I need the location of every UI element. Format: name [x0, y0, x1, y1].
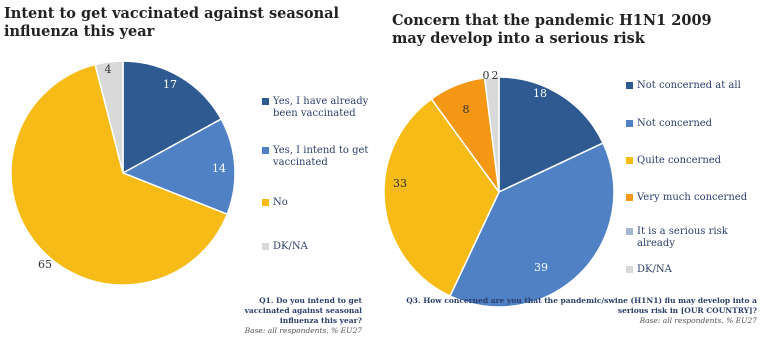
footnote-base: Base: all respondents, % EU27: [244, 326, 362, 335]
footnote-question: Q3. How concerned are you that the pande…: [406, 296, 757, 315]
data-label: 2: [492, 69, 499, 82]
legend-swatch: [626, 194, 633, 201]
legend-label: Not concerned: [637, 118, 713, 129]
legend-swatch: [262, 243, 269, 250]
data-label: 0: [483, 69, 490, 82]
legend-item: Very much concerned: [626, 192, 757, 204]
legend-swatch: [626, 266, 633, 273]
legend-item: Not concerned: [626, 118, 757, 130]
legend-swatch: [262, 147, 269, 154]
chart-title-vaccination: Intent to get vaccinated against seasona…: [4, 5, 340, 40]
pie-slice: [121, 118, 236, 216]
pie-slice: [498, 76, 605, 194]
legend-item: No: [262, 197, 393, 209]
legend-item: Quite concerned: [626, 155, 757, 167]
legend-swatch: [626, 157, 633, 164]
pie-slice: [94, 60, 124, 174]
legend-swatch: [626, 228, 633, 235]
legend-label: It is a serious risk already: [637, 226, 728, 249]
data-label: 14: [212, 162, 226, 175]
footnote-question: Q1. Do you intend to get vaccinated agai…: [244, 296, 362, 325]
pie-slice: [10, 63, 229, 286]
legend-swatch: [626, 82, 633, 89]
legend-label: Yes, I intend to get vaccinated: [273, 145, 369, 168]
data-label: 18: [533, 87, 547, 100]
legend-label: Not concerned at all: [637, 80, 741, 91]
pie-slice: [483, 76, 500, 193]
legend-swatch: [262, 199, 269, 206]
data-label: 65: [38, 258, 52, 271]
legend-item: DK/NA: [626, 264, 757, 276]
footnote-vaccination: Q1. Do you intend to get vaccinated agai…: [212, 296, 362, 336]
data-label: 17: [163, 78, 177, 91]
legend-label: Yes, I have already been vaccinated: [273, 96, 369, 119]
legend-item: Yes, I intend to get vaccinated: [262, 145, 393, 169]
pie-slice: [449, 142, 615, 308]
legend-label: DK/NA: [273, 241, 308, 252]
legend-item: Yes, I have already been vaccinated: [262, 96, 393, 120]
legend-item: It is a serious risk already: [626, 226, 757, 250]
data-label: 39: [534, 261, 548, 274]
legend-label: DK/NA: [637, 264, 672, 275]
legend-item: DK/NA: [262, 241, 393, 253]
legend-swatch: [626, 120, 633, 127]
pie-slice: [383, 97, 500, 298]
legend-item: Not concerned at all: [626, 80, 757, 92]
data-label: 8: [463, 103, 470, 116]
footnote-base: Base: all respondents, % EU27: [639, 316, 757, 325]
legend-swatch: [262, 98, 269, 105]
legend-label: Very much concerned: [637, 192, 748, 203]
legend-label: Quite concerned: [637, 155, 722, 166]
footnote-concern: Q3. How concerned are you that the pande…: [385, 296, 757, 326]
data-label: 33: [393, 177, 407, 190]
pie-slice: [122, 60, 223, 175]
legend-label: No: [273, 197, 288, 208]
data-label: 4: [105, 63, 112, 76]
chart-title-concern: Concern that the pandemic H1N1 2009 may …: [392, 12, 712, 47]
